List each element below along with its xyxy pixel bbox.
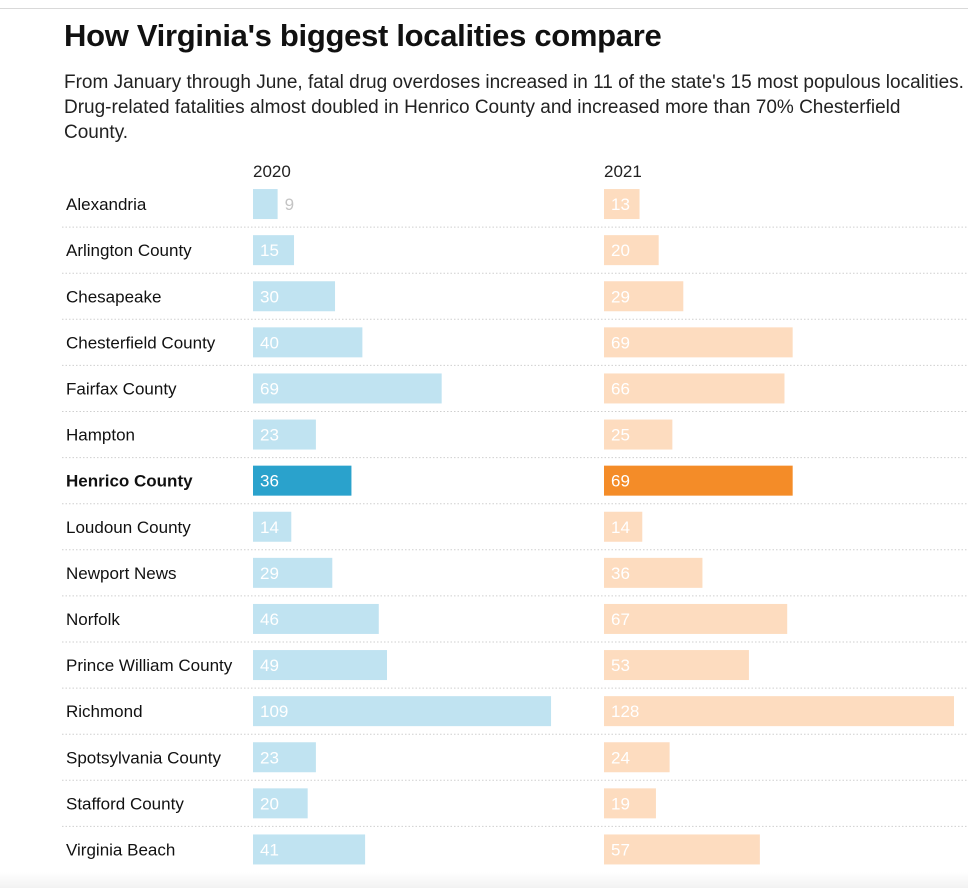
category-label: Norfolk [66, 610, 120, 629]
value-label-2020-0: 9 [285, 195, 294, 214]
bar-2020-9 [253, 603, 379, 634]
category-label: Loudoun County [66, 518, 191, 537]
bar-2021-11 [604, 696, 954, 727]
bar-2020-6 [253, 465, 352, 496]
bar-2020-2 [253, 281, 336, 312]
bar-2021-2 [604, 281, 684, 312]
bar-2020-1 [253, 235, 295, 266]
bar-2021-0 [604, 189, 640, 220]
bar-2020-3 [253, 327, 363, 358]
chart-title: How Virginia's biggest localities compar… [64, 18, 662, 53]
category-label: Alexandria [66, 195, 147, 214]
value-label-2021-4: 66 [611, 379, 630, 398]
value-label-2021-1: 20 [611, 241, 630, 260]
category-label: Spotsylvania County [66, 748, 221, 767]
category-label: Newport News [66, 564, 177, 583]
bar-2020-0 [253, 189, 278, 220]
bar-2021-12 [604, 742, 670, 773]
bar-2021-7 [604, 511, 643, 542]
category-label: Chesapeake [66, 287, 161, 306]
category-label: Fairfax County [66, 379, 177, 398]
bar-2020-11 [253, 696, 552, 727]
value-label-2020-10: 49 [260, 656, 279, 675]
top-divider [0, 8, 968, 9]
value-label-2021-10: 53 [611, 656, 630, 675]
bar-2020-8 [253, 557, 333, 588]
bar-2021-1 [604, 235, 659, 266]
category-label: Stafford County [66, 794, 184, 813]
bottom-fade [0, 872, 968, 888]
value-label-2021-7: 14 [611, 518, 630, 537]
category-label: Prince William County [66, 656, 233, 675]
value-label-2020-13: 20 [260, 794, 279, 813]
category-label: Arlington County [66, 241, 192, 260]
value-label-2021-11: 128 [611, 702, 639, 721]
value-label-2020-8: 29 [260, 564, 279, 583]
value-label-2020-3: 40 [260, 333, 279, 352]
series-header-0: 2020 [253, 162, 291, 181]
value-label-2021-3: 69 [611, 333, 630, 352]
value-label-2021-2: 29 [611, 287, 630, 306]
value-label-2021-6: 69 [611, 472, 630, 491]
bar-2021-10 [604, 650, 749, 681]
chart-subtitle: From January through June, fatal drug ov… [64, 72, 964, 143]
bar-2021-13 [604, 788, 656, 819]
category-label: Chesterfield County [66, 333, 216, 352]
bar-2020-13 [253, 788, 308, 819]
value-label-2020-1: 15 [260, 241, 279, 260]
category-label: Hampton [66, 426, 135, 445]
value-label-2020-11: 109 [260, 702, 288, 721]
bar-2020-12 [253, 742, 316, 773]
value-label-2021-14: 57 [611, 840, 630, 859]
bar-2020-4 [253, 373, 442, 404]
value-label-2020-9: 46 [260, 610, 279, 629]
value-label-2021-13: 19 [611, 794, 630, 813]
value-label-2020-12: 23 [260, 748, 279, 767]
value-label-2021-0: 13 [611, 195, 630, 214]
bar-2021-9 [604, 603, 788, 634]
value-label-2021-12: 24 [611, 748, 630, 767]
value-label-2021-9: 67 [611, 610, 630, 629]
value-label-2020-4: 69 [260, 379, 279, 398]
bar-2021-6 [604, 465, 793, 496]
bar-2021-5 [604, 419, 673, 450]
value-label-2020-6: 36 [260, 472, 279, 491]
bar-2020-14 [253, 834, 366, 865]
value-label-2020-14: 41 [260, 840, 279, 859]
bar-2021-8 [604, 557, 703, 588]
category-label: Richmond [66, 702, 143, 721]
value-label-2020-2: 30 [260, 287, 279, 306]
value-label-2020-5: 23 [260, 426, 279, 445]
bar-2021-3 [604, 327, 793, 358]
bar-2021-14 [604, 834, 760, 865]
bar-2020-10 [253, 650, 387, 681]
bar-2021-4 [604, 373, 785, 404]
category-label: Virginia Beach [66, 840, 175, 859]
value-label-2020-7: 14 [260, 518, 279, 537]
value-label-2021-8: 36 [611, 564, 630, 583]
series-header-1: 2021 [604, 162, 642, 181]
value-label-2021-5: 25 [611, 426, 630, 445]
bar-2020-5 [253, 419, 316, 450]
category-label: Henrico County [66, 472, 193, 491]
bar-2020-7 [253, 511, 292, 542]
